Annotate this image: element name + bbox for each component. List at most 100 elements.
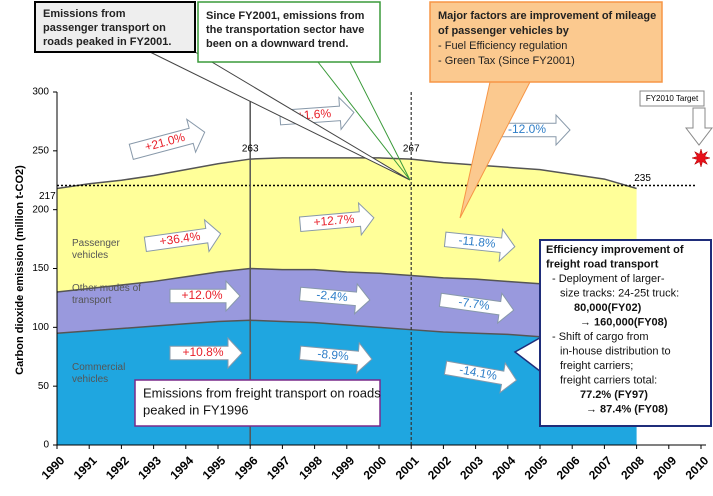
callout-text: - Fuel Efficiency regulation <box>438 40 567 52</box>
change-label: -12.0% <box>508 122 546 136</box>
x-tick-label: 1990 <box>39 453 68 482</box>
x-tick-label: 2009 <box>650 453 679 482</box>
x-tick-label: 2000 <box>361 453 390 482</box>
change-arrow: +12.7% <box>298 201 375 237</box>
arrow-shape <box>298 201 375 237</box>
arrow-shape <box>299 341 373 375</box>
x-tick-label: 1996 <box>232 453 261 482</box>
target-box <box>639 90 705 107</box>
x-tick-label: 2006 <box>554 453 583 482</box>
callout-box <box>429 1 663 83</box>
arrow-shape <box>143 218 222 253</box>
callout-text: Efficiency improvement of <box>546 244 684 256</box>
target-label: FY2010 Target <box>646 94 699 103</box>
callout-text: of passenger vehicles by <box>438 25 570 37</box>
arrow-shape <box>443 360 518 394</box>
callout-text: - Deployment of larger- <box>552 273 665 285</box>
x-tick-label: 2002 <box>425 453 454 482</box>
callout-text: passenger transport on <box>43 22 166 34</box>
x-tick-label: 2005 <box>522 453 551 482</box>
change-arrow: -2.4% <box>299 282 371 315</box>
y-tick-label: 100 <box>32 322 49 333</box>
x-tick-label: 2004 <box>489 453 518 482</box>
change-arrow: +36.4% <box>143 218 222 253</box>
change-label: +12.7% <box>313 212 355 230</box>
x-tick-label: 1998 <box>296 453 325 482</box>
callout-text: size tracks: 24-25t truck: <box>560 287 679 299</box>
callout-text: Since FY2001, emissions from <box>206 10 365 22</box>
x-tick-label: 2003 <box>457 453 486 482</box>
change-label: +12.0% <box>181 288 222 302</box>
change-label: -11.8% <box>458 233 497 251</box>
callout-text: - Green Tax (Since FY2001) <box>438 55 575 67</box>
arrow-shape <box>128 118 206 161</box>
callout-text: roads peaked in FY2001. <box>43 36 171 48</box>
callout-text: - Shift of cargo from <box>552 331 649 343</box>
total-label: 267 <box>403 144 420 155</box>
arrow-shape <box>299 282 371 315</box>
x-tick-label: 1992 <box>103 453 132 482</box>
callout-text: freight carriers total: <box>560 374 657 386</box>
series-label-text: Commercial vehicles <box>72 362 126 385</box>
callout-text: the transportation sector have <box>206 24 364 36</box>
change-label: -8.9% <box>317 347 350 364</box>
callout-text: Emissions from freight transport on road… <box>143 385 381 400</box>
callout-box <box>34 1 196 53</box>
series-label: Commercial vehicles <box>72 362 126 385</box>
change-label: +36.4% <box>159 229 202 249</box>
callout-text: been on a downward trend. <box>206 38 348 50</box>
callout-box <box>539 239 712 427</box>
y-tick-label: 250 <box>32 145 49 156</box>
y-tick-label: 200 <box>32 204 49 215</box>
series-label-text: Other modes of transport <box>72 283 141 306</box>
x-tick-label: 1991 <box>71 453 100 482</box>
x-tick-label: 1999 <box>328 453 357 482</box>
callout-box <box>197 1 381 63</box>
change-arrow: +10.8% <box>169 336 243 370</box>
callout-text: in-house distribution to <box>560 345 671 357</box>
callout-text: 77.2% (FY97) <box>580 389 648 401</box>
change-label: -14.1% <box>458 362 498 382</box>
series-label-text: Passenger vehicles <box>72 238 120 261</box>
y-tick-label: 0 <box>43 440 49 451</box>
change-arrow: -7.7% <box>438 292 515 325</box>
change-arrow: -8.9% <box>299 341 373 375</box>
callout-text: freight carriers; <box>560 360 633 372</box>
series-label: Other modes of transport <box>72 283 141 306</box>
callout-text: peaked in FY1996 <box>143 402 249 417</box>
callout-box <box>134 379 381 427</box>
arrow-shape <box>438 292 515 325</box>
callout-text: 80,000(FY02) <box>574 302 642 314</box>
callout-text: Major factors are improvement of mileage <box>438 10 656 22</box>
arrow-shape <box>443 227 516 263</box>
x-tick-label: 2008 <box>618 453 647 482</box>
x-tick-label: 1994 <box>167 453 196 482</box>
callout-text: Emissions from <box>43 8 126 20</box>
arrow-shape <box>169 336 243 370</box>
callout-text: → 87.4% (FY08) <box>586 403 668 415</box>
x-tick-label: 2007 <box>586 453 615 482</box>
y-tick-label: 300 <box>32 87 49 98</box>
change-label: -2.4% <box>316 288 349 305</box>
total-label: 235 <box>634 173 651 184</box>
x-tick-label: 2010 <box>683 453 712 482</box>
change-label: +10.8% <box>182 345 223 359</box>
target-arrow <box>684 107 713 146</box>
area-edge <box>56 157 637 190</box>
y-axis-label: Carbon dioxide emission (million t-CO2) <box>14 165 26 375</box>
arrow-shape <box>169 279 241 313</box>
x-tick-label: 1997 <box>264 453 293 482</box>
total-label: 263 <box>242 144 259 155</box>
target-marker <box>691 148 711 168</box>
x-tick-label: 2001 <box>393 453 422 482</box>
y-tick-label: 50 <box>38 381 50 392</box>
x-tick-label: 1993 <box>135 453 164 482</box>
x-tick-label: 1995 <box>200 453 229 482</box>
total-label: 217 <box>39 191 56 202</box>
series-label: Passenger vehicles <box>72 238 120 261</box>
change-arrow: -14.1% <box>443 360 518 394</box>
callout-text: freight road transport <box>546 258 659 270</box>
change-arrow: -11.8% <box>443 227 516 263</box>
change-arrow: +21.0% <box>128 118 206 161</box>
y-tick-label: 150 <box>32 263 49 274</box>
